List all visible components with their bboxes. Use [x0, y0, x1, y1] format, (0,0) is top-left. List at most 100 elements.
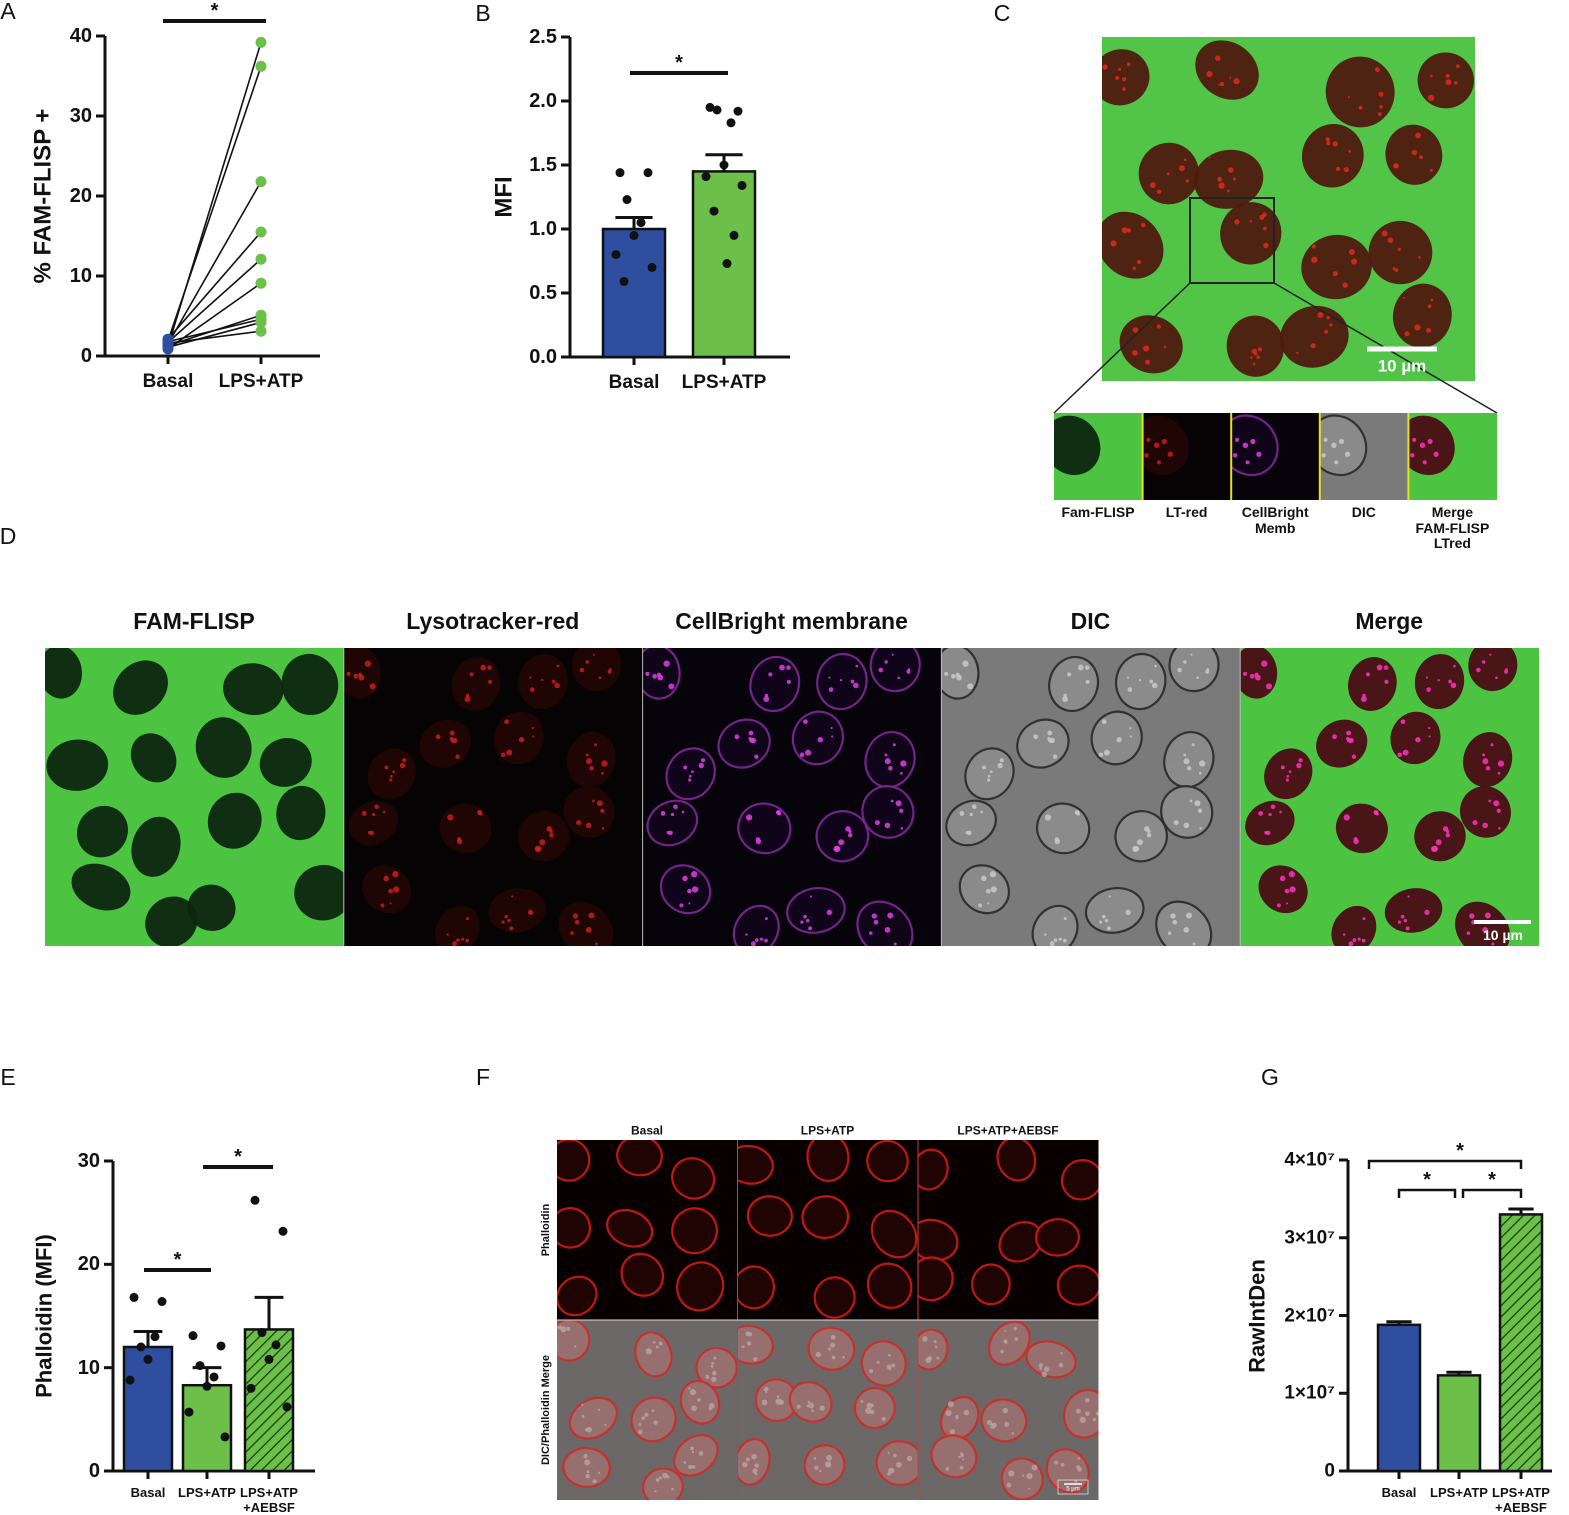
cell-spot	[848, 829, 852, 834]
cell-spot	[826, 909, 833, 916]
cell-spot	[1348, 737, 1354, 744]
cell-spot	[1418, 256, 1421, 259]
cell-spot	[1214, 55, 1221, 61]
point	[729, 230, 739, 240]
cell-spot	[807, 1400, 810, 1403]
point	[246, 1383, 256, 1393]
cell-spot	[1043, 1366, 1050, 1372]
cell-spot	[1074, 1479, 1078, 1483]
cell-spot	[504, 914, 509, 919]
cell-spot	[1110, 240, 1117, 247]
cell-spot	[734, 734, 740, 740]
cell-spot	[688, 778, 692, 782]
cell-spot	[899, 808, 904, 813]
cell-spot	[1229, 76, 1232, 79]
cell-spot	[1348, 941, 1354, 946]
cell-spot	[1397, 247, 1401, 252]
cell-spot	[884, 660, 888, 664]
cell-spot	[1285, 902, 1289, 905]
cell-spot	[1410, 453, 1415, 458]
cell-spot	[990, 886, 997, 893]
cell	[1056, 1264, 1099, 1306]
cell-spot	[576, 820, 582, 826]
cell-spot	[906, 669, 911, 674]
cell-spot	[1360, 696, 1367, 703]
cell	[1245, 800, 1295, 846]
cell	[813, 1276, 856, 1319]
cell	[46, 739, 109, 791]
cell-spot	[1397, 920, 1402, 924]
cell-spot	[1189, 799, 1193, 803]
micrograph	[557, 1320, 738, 1500]
cell-spot	[1251, 348, 1257, 354]
point	[282, 1402, 292, 1412]
cell-spot	[906, 1455, 913, 1461]
cell-spot	[1075, 1408, 1081, 1414]
cell-spot	[1252, 362, 1256, 366]
cell-spot	[1183, 822, 1190, 829]
cell-spot	[518, 737, 525, 743]
cell-spot	[828, 687, 834, 692]
cell-spot	[1280, 765, 1285, 770]
cell	[1348, 657, 1397, 711]
micrograph	[1408, 413, 1497, 500]
cell-spot	[824, 1461, 832, 1468]
point	[615, 168, 625, 178]
point	[712, 105, 722, 115]
cell-spot	[1156, 324, 1161, 329]
cell-spot	[663, 660, 670, 667]
point	[719, 160, 729, 170]
cell-spot	[1084, 665, 1090, 670]
cell-spot	[980, 810, 984, 814]
cell	[557, 1140, 591, 1182]
cell	[1459, 786, 1511, 838]
point	[209, 1372, 219, 1382]
cell-spot	[529, 687, 535, 692]
cell	[518, 654, 568, 710]
cell-spot	[1422, 460, 1427, 465]
cell-spot	[652, 1340, 656, 1344]
cell-spot	[869, 931, 873, 935]
cell-spot	[1146, 437, 1151, 442]
cell-spot	[962, 660, 969, 667]
cell-spot	[1049, 737, 1055, 744]
point	[619, 276, 629, 286]
cell	[1368, 220, 1433, 285]
cell	[562, 1446, 612, 1488]
cell	[737, 1144, 774, 1185]
cell-spot	[1183, 758, 1190, 765]
cell-spot	[831, 735, 834, 738]
pair-line	[167, 258, 262, 343]
cell-spot	[1489, 653, 1492, 656]
cell-spot	[1331, 442, 1337, 449]
cell-spot	[1177, 667, 1182, 673]
cell-spot	[1044, 814, 1052, 821]
cell-spot	[897, 676, 901, 680]
cell-spot	[1353, 838, 1359, 845]
cell-spot	[1199, 760, 1206, 767]
cell-spot	[1456, 64, 1460, 68]
cell	[281, 653, 339, 716]
cell-spot	[997, 762, 1003, 769]
cell-spot	[597, 1471, 601, 1474]
cell-spot	[369, 683, 376, 690]
cell-spot	[390, 774, 393, 778]
cell-spot	[1351, 754, 1357, 759]
cell-spot	[944, 671, 949, 676]
cell-spot	[1067, 672, 1072, 677]
cell-spot	[819, 1405, 825, 1411]
cell-spot	[1377, 112, 1382, 117]
cell-spot	[1430, 298, 1434, 302]
cell-spot	[456, 838, 463, 845]
cell-spot	[383, 875, 389, 882]
cell-spot	[848, 832, 853, 838]
cell-spot	[865, 1407, 872, 1415]
cell	[131, 816, 181, 877]
cell-spot	[759, 937, 764, 941]
cell-spot	[659, 1342, 663, 1346]
cell-spot	[1387, 237, 1394, 243]
cell-spot	[1344, 451, 1351, 457]
cell-spot	[604, 1423, 607, 1427]
cell-spot	[1491, 942, 1495, 946]
